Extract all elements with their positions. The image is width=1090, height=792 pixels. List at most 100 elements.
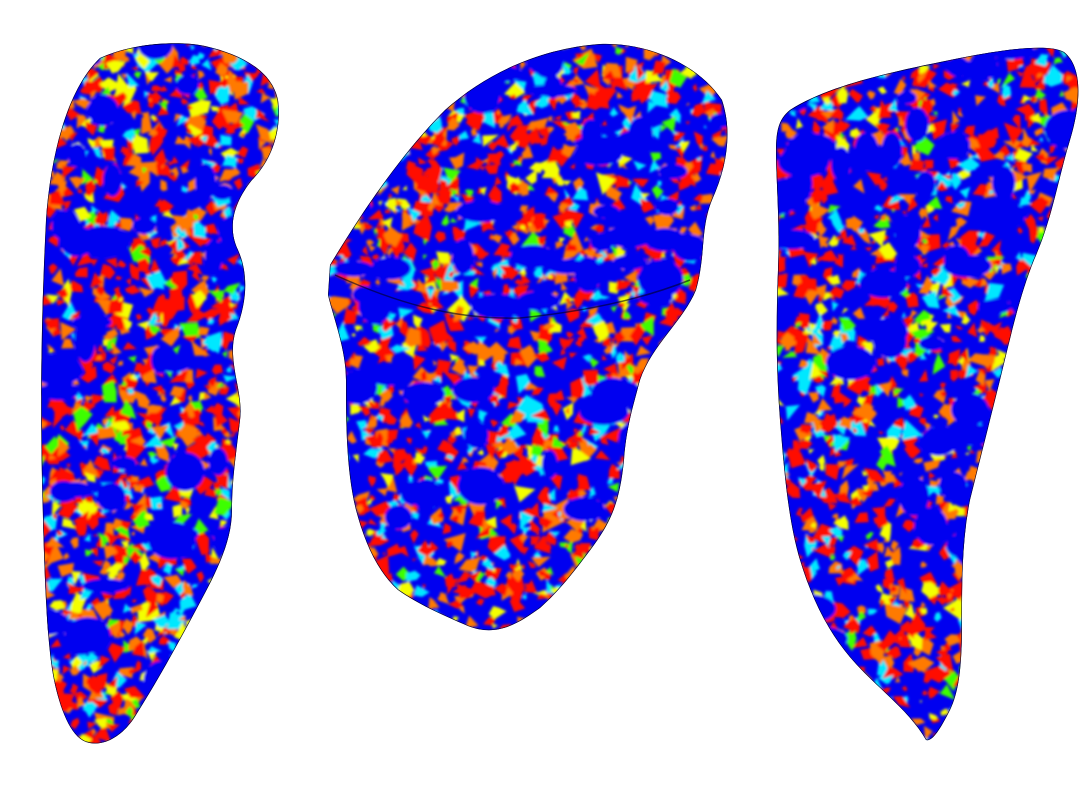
texture-speckle — [776, 474, 778, 477]
texture-speckle — [187, 668, 194, 676]
texture-speckle — [193, 214, 199, 221]
texture-speckle — [901, 311, 906, 319]
texture-speckle — [138, 170, 150, 192]
texture-speckle — [255, 615, 265, 629]
texture-speckle — [56, 673, 64, 683]
texture-speckle — [1070, 603, 1079, 618]
texture-speckle — [216, 643, 232, 657]
texture-speckle — [591, 525, 596, 531]
texture-speckle — [841, 308, 849, 315]
texture-speckle — [541, 159, 560, 179]
texture-speckle — [838, 479, 849, 497]
texture-speckle — [527, 560, 536, 569]
texture-blue-patch — [195, 163, 216, 201]
texture-speckle — [703, 518, 715, 531]
texture-speckle — [669, 573, 682, 589]
texture-speckle — [907, 351, 919, 364]
texture-speckle — [575, 603, 590, 616]
texture-speckle — [71, 571, 82, 586]
texture-speckle — [41, 608, 45, 616]
texture-speckle — [87, 137, 96, 149]
texture-speckle — [803, 49, 816, 58]
texture-speckle — [564, 406, 570, 415]
texture-speckle — [613, 521, 627, 540]
texture-speckle — [957, 726, 977, 741]
texture-speckle — [927, 196, 943, 209]
texture-speckle — [83, 459, 100, 478]
texture-speckle — [650, 493, 658, 502]
texture-speckle — [484, 585, 496, 597]
texture-speckle — [938, 295, 947, 301]
texture-speckle — [278, 211, 279, 225]
texture-speckle — [437, 614, 445, 619]
texture-speckle — [918, 275, 934, 295]
texture-speckle — [710, 135, 728, 147]
texture-speckle — [598, 583, 612, 592]
texture-speckle — [232, 703, 244, 715]
texture-speckle — [712, 458, 722, 468]
texture-blue-patch — [224, 710, 268, 724]
texture-speckle — [680, 623, 690, 631]
texture-speckle — [261, 496, 279, 518]
texture-speckle — [273, 692, 278, 698]
texture-speckle — [776, 568, 783, 584]
texture-speckle — [417, 43, 425, 51]
texture-speckle — [691, 102, 705, 118]
texture-blue-patch — [592, 379, 643, 406]
texture-speckle — [262, 406, 271, 421]
texture-speckle — [396, 198, 411, 211]
texture-speckle — [1017, 322, 1036, 347]
texture-speckle — [197, 137, 206, 148]
texture-speckle — [811, 312, 825, 335]
texture-speckle — [368, 532, 390, 547]
texture-speckle — [705, 491, 716, 500]
texture-speckle — [497, 150, 505, 160]
texture-speckle — [255, 502, 262, 508]
texture-speckle — [1053, 437, 1079, 459]
texture-speckle — [237, 745, 242, 752]
texture-speckle — [211, 364, 223, 375]
texture-speckle — [967, 353, 991, 368]
texture-speckle — [122, 603, 132, 613]
texture-speckle — [997, 78, 1001, 85]
texture-speckle — [442, 371, 460, 386]
texture-speckle — [894, 710, 902, 719]
texture-speckle — [815, 629, 821, 633]
texture-speckle — [1036, 574, 1058, 592]
texture-speckle — [712, 496, 721, 506]
texture-speckle — [712, 353, 727, 364]
texture-speckle — [421, 172, 440, 195]
texture-speckle — [518, 624, 525, 630]
texture-speckle — [418, 619, 430, 629]
texture-speckle — [573, 428, 578, 434]
texture-speckle — [136, 232, 151, 241]
texture-speckle — [685, 121, 690, 125]
texture-speckle — [645, 452, 655, 467]
texture-speckle — [995, 481, 1013, 495]
texture-speckle — [70, 332, 75, 341]
texture-speckle — [355, 528, 363, 534]
texture-speckle — [274, 715, 279, 721]
texture-speckle — [260, 93, 271, 104]
texture-speckle — [168, 88, 184, 99]
texture-speckle — [949, 241, 955, 247]
texture-speckle — [682, 389, 693, 405]
texture-speckle — [1052, 467, 1065, 477]
texture-speckle — [1007, 531, 1025, 552]
texture-speckle — [650, 399, 666, 415]
texture-speckle — [190, 307, 195, 316]
texture-speckle — [1053, 57, 1063, 65]
texture-speckle — [256, 88, 267, 95]
texture-speckle — [1029, 720, 1047, 736]
texture-speckle — [267, 66, 279, 84]
texture-speckle — [625, 56, 638, 74]
texture-speckle — [328, 627, 333, 631]
texture-speckle — [373, 135, 387, 157]
texture-speckle — [181, 665, 187, 671]
texture-speckle — [368, 475, 377, 488]
texture-speckle — [91, 675, 108, 690]
texture-speckle — [124, 474, 133, 481]
texture-speckle — [615, 46, 623, 56]
texture-speckle — [339, 106, 354, 120]
